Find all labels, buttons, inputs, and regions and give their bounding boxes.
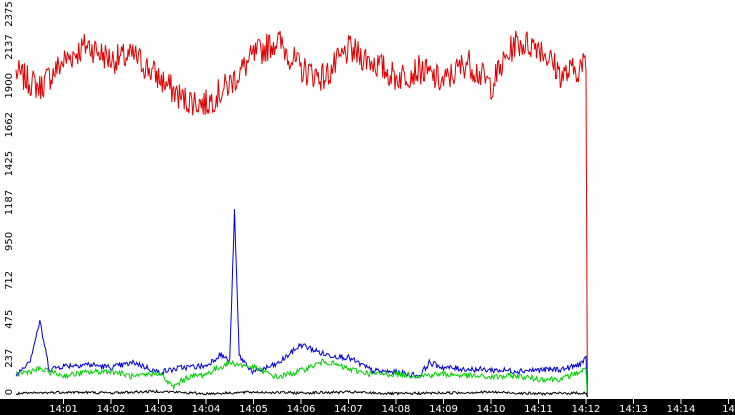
series-line-0 — [15, 30, 588, 398]
y-tick-label: 2375 — [4, 1, 15, 26]
series-line-2 — [15, 358, 588, 398]
x-tick-label: 14:03 — [144, 404, 173, 415]
x-axis: 14:01 14:02 14:03 14:04 14:05 14:06 14:07 14:08… — [49, 399, 735, 415]
y-tick-label: 1662 — [4, 112, 15, 137]
x-tick-label: 14:05 — [239, 404, 268, 415]
y-tick-label: 1425 — [4, 151, 15, 176]
y-tick-label: 0 — [4, 389, 15, 395]
x-tick-label: 14:01 — [49, 404, 78, 415]
x-tick-label: 14:06 — [287, 404, 316, 415]
y-axis: 0 237 475 712 950 1187 1425 1662 1900 2137 2375 — [4, 1, 15, 395]
y-tick-label: 1187 — [4, 190, 15, 215]
plot-area — [15, 30, 588, 398]
y-tick-label: 475 — [4, 310, 15, 329]
y-tick-label: 950 — [4, 232, 15, 251]
x-tick-label: 14:12 — [572, 404, 601, 415]
x-axis-band — [0, 399, 735, 415]
x-tick-label: 14:07 — [334, 404, 363, 415]
x-tick-label: 14:13 — [619, 404, 648, 415]
y-tick-label: 237 — [4, 349, 15, 368]
x-tick-label: 14:09 — [429, 404, 458, 415]
y-tick-label: 2137 — [4, 34, 15, 59]
x-tick-label: 14:08 — [382, 404, 411, 415]
y-tick-label: 1900 — [4, 73, 15, 98]
x-tick-label: 14:10 — [477, 404, 506, 415]
x-tick-label: 14 — [722, 404, 735, 415]
x-tick-label: 14:14 — [667, 404, 696, 415]
series-line-3 — [15, 389, 588, 398]
x-tick-label: 14:02 — [97, 404, 126, 415]
y-tick-label: 712 — [4, 271, 15, 290]
x-tick-label: 14:11 — [524, 404, 553, 415]
x-tick-label: 14:04 — [192, 404, 221, 415]
